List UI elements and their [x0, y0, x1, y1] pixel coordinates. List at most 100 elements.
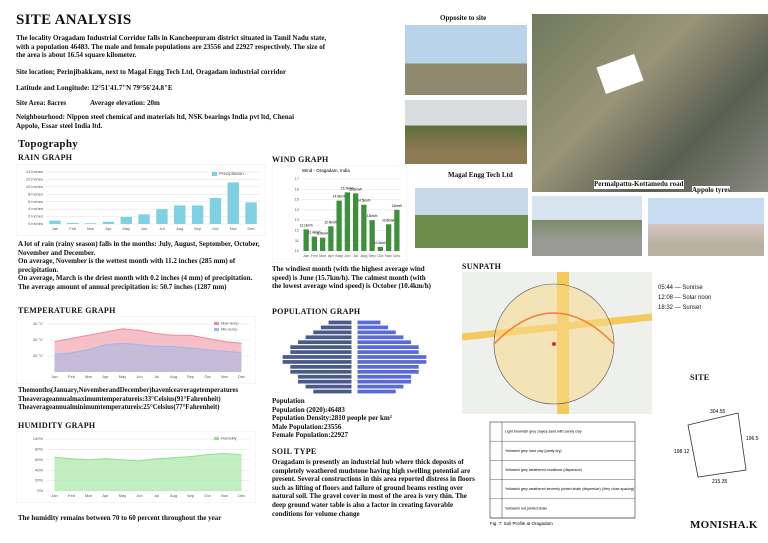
soil-text: Oragadam is presently an industrial hub … [272, 458, 475, 518]
y-tick-label: 60% [35, 457, 43, 462]
satellite-map [532, 14, 768, 192]
y-tick-label: 16 [295, 186, 300, 191]
x-tick-label: Jul [154, 493, 159, 498]
chart-title: Wind - Oragadam, India [302, 168, 350, 173]
bar [191, 205, 204, 224]
soil-layer: Yellowish red jointed shale [505, 506, 547, 510]
bar [357, 369, 419, 374]
bar [352, 193, 359, 251]
bar [282, 355, 352, 359]
site-area: Site Area: 8acres [16, 99, 67, 107]
value-label: 11.4km/h [308, 231, 321, 235]
value-label: 12.1km/h [300, 223, 313, 227]
x-tick-label: Jan [52, 226, 58, 231]
soil-layer: Yellowish grey weathered mudstone (dispe… [505, 468, 582, 472]
y-tick-label: 40% [35, 467, 43, 472]
bar [357, 345, 419, 349]
x-tick-label: Nov [230, 226, 237, 231]
author: MONISHA.K [690, 519, 758, 531]
note: The average amount of annual precipitati… [18, 282, 227, 291]
x-tick-label: Apr [102, 374, 109, 379]
bar [357, 374, 412, 379]
label: Opposite to site [440, 14, 487, 22]
note: Theaverageannualmaximumtemperatureis:33°… [18, 395, 221, 403]
bar [369, 220, 375, 251]
bar [357, 330, 396, 335]
x-tick-label: Oct [377, 253, 384, 258]
x-tick-label: Nov [385, 253, 392, 258]
value-label: 14km/h [392, 204, 403, 208]
value-label: 15.7km/h [341, 186, 354, 190]
x-tick-label: Jan [303, 253, 309, 258]
bar [361, 204, 367, 251]
value-label: 14.5km/h [357, 199, 370, 203]
bar [313, 330, 352, 335]
fact: Population Density:2810 people per km² [272, 414, 392, 423]
bar [320, 325, 352, 330]
value-label: 12.6km/h [382, 218, 395, 222]
x-tick-label: Jun [344, 253, 350, 258]
y-tick-label: 4 inches [28, 206, 43, 211]
y-tick-label: 12 inches [26, 176, 43, 181]
bar [336, 200, 342, 251]
series-line [54, 453, 242, 462]
bar [138, 214, 150, 224]
sun-legend: 05:44 — Sunrise 12:08 — Solar noon 18:32… [658, 283, 711, 313]
intro: The locality Oragadam Industrial Corrido… [16, 34, 327, 60]
y-tick-label: 8 inches [28, 191, 43, 196]
bar [290, 369, 352, 374]
bar [84, 223, 97, 224]
bar [290, 365, 352, 369]
x-tick-label: Mar [85, 374, 93, 379]
y-tick-label: 13 [295, 217, 300, 222]
bar [227, 182, 239, 224]
bar [311, 236, 318, 251]
humidity-note: The humidity remains between 70 to 60 pe… [18, 514, 222, 522]
y-tick-label: 0 inches [28, 221, 43, 226]
x-tick-label: Oct [212, 226, 219, 231]
x-tick-label: Sep [187, 374, 195, 379]
bar [377, 246, 384, 251]
x-tick-label: Jul [154, 374, 159, 379]
y-tick-label: 20% [35, 478, 43, 483]
y-tick-label: 14 inches [26, 169, 43, 174]
value-label: 12.4km/h [324, 220, 337, 224]
chart: 0% 20% 40% 60% 80% 100% Jan Feb Mar Apr May Jun Jul A… [16, 431, 256, 503]
bar [328, 226, 334, 251]
photo [415, 188, 528, 248]
x-tick-label: Aug [170, 374, 177, 379]
x-tick-label: Oct [204, 374, 211, 379]
bar [305, 335, 352, 340]
soil-profile: Light brownish grey clayey sand with san… [489, 421, 636, 526]
note: Theaverageannualminimumtemperatureis:25°… [18, 404, 220, 412]
y-tick-label: 2 inches [28, 214, 43, 219]
y-tick-label: 0% [37, 488, 43, 493]
chart: Wind - Oragadam, India 10 11 12 13 14 15 16 17 Ja… [272, 165, 407, 263]
x-tick-label: Sep [187, 493, 195, 498]
photo [405, 100, 527, 164]
site-plan: 304.55 196.5 198.12 215.35 [674, 409, 759, 485]
y-tick-label: 40 °C [33, 321, 43, 326]
area [54, 343, 242, 372]
legend-label: Max temp [221, 321, 239, 326]
y-tick-label: 80% [35, 446, 43, 451]
note: On average, March is the driest month wi… [18, 274, 253, 283]
x-tick-label: Feb [68, 374, 76, 379]
title: SITE ANALYSIS [16, 12, 132, 28]
wind-note: The windiest month (with the highest ave… [272, 265, 431, 291]
x-tick-label: Jul [159, 226, 164, 231]
bar [319, 237, 326, 251]
x-tick-label: Dec [248, 226, 255, 231]
bar [357, 350, 419, 354]
bar [303, 229, 309, 251]
x-tick-label: Mar [319, 253, 327, 258]
y-tick-label: 20 °C [33, 353, 43, 358]
photo [648, 198, 764, 256]
site-point [552, 342, 556, 346]
y-tick-label: 10 [295, 248, 300, 253]
bar [357, 325, 389, 330]
y-tick-label: 15 [295, 197, 300, 202]
photo [532, 196, 642, 256]
y-tick-label: 30 °C [33, 337, 43, 342]
fact: Male Population:23556 [272, 422, 342, 431]
